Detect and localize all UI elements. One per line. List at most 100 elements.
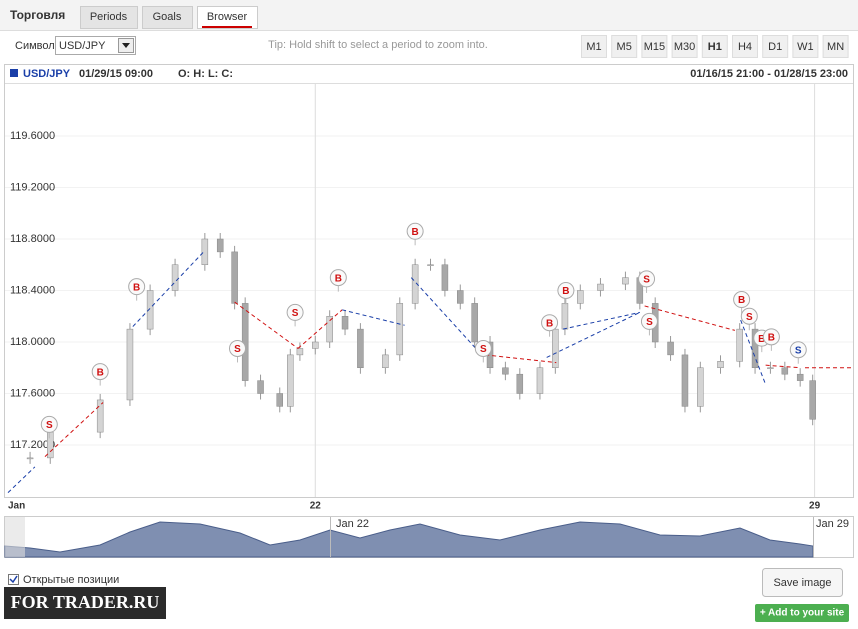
trade-marker[interactable] <box>474 339 492 357</box>
save-button[interactable] <box>762 568 843 597</box>
tab[interactable] <box>80 6 138 29</box>
trade-line <box>562 311 640 330</box>
candle <box>96 399 104 433</box>
candle <box>552 328 559 368</box>
trade-line <box>297 309 343 349</box>
check-icon <box>9 575 18 584</box>
candle <box>471 303 478 343</box>
trade-marker[interactable] <box>406 222 424 240</box>
y-tick-label: 118.4000 <box>10 284 55 296</box>
y-tick-label: 118.8000 <box>10 233 55 245</box>
candle <box>767 367 774 369</box>
timeframe-button[interactable] <box>822 35 849 58</box>
navigator-area <box>4 521 814 558</box>
timeframe-button[interactable] <box>762 35 789 58</box>
timeframe-button[interactable] <box>641 35 668 58</box>
candle <box>312 341 319 349</box>
timeframe-label: MN <box>827 41 844 53</box>
trade-line <box>44 402 104 457</box>
trade-marker[interactable] <box>638 270 656 288</box>
timeframe-label: M5 <box>617 41 632 53</box>
candle <box>171 264 179 291</box>
candle <box>257 380 264 394</box>
arrow-icon <box>122 43 130 48</box>
trade-label: S <box>480 344 487 355</box>
trade-marker[interactable] <box>228 339 246 357</box>
navigator-handle[interactable] <box>5 517 25 557</box>
timeframe-button[interactable] <box>611 35 638 58</box>
trade-marker[interactable] <box>40 415 58 433</box>
candle <box>216 238 224 253</box>
trade-marker[interactable] <box>541 314 559 332</box>
timeframe-label: M30 <box>674 41 695 53</box>
timeframe-button[interactable] <box>581 35 607 58</box>
tab[interactable] <box>142 6 193 29</box>
candle <box>697 367 704 407</box>
timeframe-button[interactable] <box>792 35 819 58</box>
symbol-label: Символ <box>15 40 55 52</box>
x-tick-label: 22 <box>310 501 322 512</box>
trade-marker[interactable] <box>557 282 575 299</box>
save-label: Save image <box>773 577 831 589</box>
candle <box>516 373 524 394</box>
timeframe-button[interactable] <box>701 35 728 58</box>
candle <box>241 303 249 381</box>
navigator-label: Jan 29 <box>816 518 849 530</box>
trade-marker[interactable] <box>640 312 658 330</box>
tab-label: Goals <box>153 11 182 23</box>
candle <box>126 328 134 401</box>
add-label: + Add to your site <box>760 608 845 619</box>
candle <box>201 238 209 265</box>
trade-line <box>546 311 641 358</box>
trade-line <box>342 309 405 326</box>
trade-line <box>765 364 801 369</box>
trade-marker[interactable] <box>789 341 807 359</box>
symbol-value: USD/JPY <box>59 40 106 52</box>
header-time: 01/29/15 09:00 <box>79 68 153 80</box>
candle <box>146 290 154 330</box>
trade-label: B <box>412 227 419 238</box>
trade-label: S <box>46 420 53 431</box>
trade-marker[interactable] <box>286 303 304 321</box>
candle <box>717 361 724 368</box>
checkbox[interactable] <box>8 574 19 585</box>
trade-marker[interactable] <box>762 328 780 346</box>
trade-line <box>740 319 767 385</box>
trade-marker[interactable] <box>128 278 146 296</box>
trade-label: S <box>292 308 299 319</box>
x-tick-label: Jan <box>8 501 25 512</box>
candle <box>231 251 238 304</box>
timeframe-label: H4 <box>738 41 752 53</box>
trade-label: S <box>746 312 753 323</box>
candle <box>681 354 689 407</box>
app-title: Торговля <box>10 8 65 22</box>
symbol-select[interactable] <box>55 36 136 55</box>
add-button[interactable] <box>755 604 849 622</box>
trade-label: S <box>795 345 802 356</box>
trade-label: B <box>768 332 775 343</box>
tab[interactable] <box>197 6 258 29</box>
trade-marker[interactable] <box>329 269 347 287</box>
candle <box>796 373 804 381</box>
candle <box>427 264 434 266</box>
trade-marker[interactable] <box>91 363 109 381</box>
y-tick-label: 118.0000 <box>10 336 55 348</box>
trade-label: B <box>97 367 104 378</box>
candle <box>597 283 604 291</box>
watermark: FOR TRADER.RU <box>11 592 160 612</box>
candle <box>341 316 349 330</box>
trade-label: B <box>738 295 745 306</box>
y-tick-label: 117.2000 <box>10 439 55 451</box>
candle <box>296 348 304 356</box>
candle <box>502 367 509 375</box>
candle <box>326 316 333 343</box>
plot-frame <box>4 64 854 498</box>
timeframe-button[interactable] <box>732 35 758 58</box>
trade-marker[interactable] <box>740 307 758 325</box>
navigator-label: Jan 22 <box>336 518 369 530</box>
trade-marker[interactable] <box>733 291 751 309</box>
y-tick-label: 119.6000 <box>10 130 55 142</box>
timeframe-button[interactable] <box>671 35 698 58</box>
candle <box>287 354 294 407</box>
candle <box>26 457 34 460</box>
